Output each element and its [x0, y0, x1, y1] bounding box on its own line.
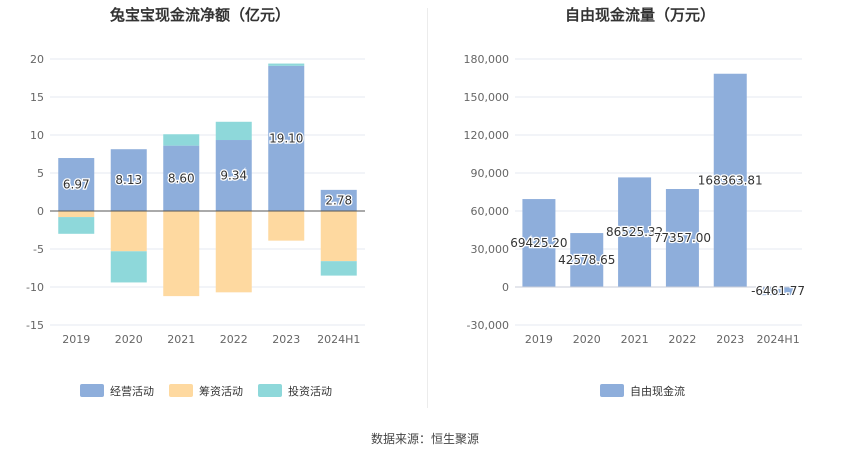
chart-title: 自由现金流量（万元） [565, 6, 715, 24]
y-tick-label: -5 [33, 243, 44, 256]
x-tick-label: 2019 [62, 333, 90, 346]
data-label: 69425.20 [510, 236, 567, 250]
bar [713, 73, 747, 288]
bar [215, 121, 252, 141]
x-tick-label: 2023 [272, 333, 300, 346]
y-tick-label: 0 [37, 205, 44, 218]
data-label: 77357.00 [654, 231, 711, 245]
bar [320, 261, 357, 276]
y-tick-label: -15 [26, 319, 44, 332]
y-tick-label: 5 [37, 167, 44, 180]
data-label: 8.60 [168, 171, 195, 185]
y-tick-label: -10 [26, 281, 44, 294]
data-label: 2.78 [325, 193, 352, 207]
x-tick-label: 2023 [716, 333, 744, 346]
bar [163, 145, 200, 211]
bar [761, 287, 795, 296]
y-tick-label: 150,000 [464, 91, 510, 104]
legend-swatch [169, 384, 193, 397]
legend-swatch [258, 384, 282, 397]
bar [268, 211, 305, 241]
y-tick-label: 15 [30, 91, 44, 104]
bar [215, 211, 252, 293]
bar [58, 211, 95, 218]
bar [268, 65, 305, 211]
data-label: 42578.65 [558, 253, 615, 267]
data-label: 19.10 [269, 131, 303, 145]
x-tick-label: 2022 [668, 333, 696, 346]
x-tick-label: 2024H1 [317, 333, 360, 346]
bar [58, 158, 95, 211]
bar [320, 211, 357, 262]
y-tick-label: 180,000 [464, 53, 510, 66]
x-tick-label: 2024H1 [756, 333, 799, 346]
x-tick-label: 2021 [167, 333, 195, 346]
x-tick-label: 2019 [525, 333, 553, 346]
bar [163, 134, 200, 146]
y-tick-label: 60,000 [471, 205, 510, 218]
x-tick-label: 2020 [115, 333, 143, 346]
data-label: 8.13 [115, 173, 142, 187]
y-tick-label: 120,000 [464, 129, 510, 142]
bar [665, 189, 699, 287]
y-tick-label: -30,000 [467, 319, 509, 332]
legend-label: 筹资活动 [199, 384, 243, 398]
data-label: 86525.32 [606, 225, 663, 239]
y-tick-label: 10 [30, 129, 44, 142]
bar [268, 63, 305, 66]
y-tick-label: 20 [30, 53, 44, 66]
chart-title: 兔宝宝现金流净额（亿元） [109, 6, 290, 24]
bar [570, 233, 604, 287]
bar [110, 211, 147, 252]
bar [110, 149, 147, 211]
x-tick-label: 2022 [220, 333, 248, 346]
data-label: 9.34 [220, 169, 247, 183]
bar [110, 251, 147, 283]
legend-label: 自由现金流 [630, 384, 685, 398]
bar [522, 199, 556, 287]
bar [215, 140, 252, 211]
data-label: 6.97 [63, 178, 90, 192]
data-source-note: 数据来源：恒生聚源 [370, 432, 479, 446]
x-tick-label: 2020 [573, 333, 601, 346]
legend-swatch [600, 384, 624, 397]
bar [163, 211, 200, 297]
data-label: -6461.77 [751, 284, 805, 298]
bar [618, 177, 652, 287]
chart-divider [427, 8, 428, 408]
x-tick-label: 2021 [621, 333, 649, 346]
bar [58, 217, 95, 234]
bar [320, 189, 357, 211]
legend-swatch [80, 384, 104, 397]
legend-label: 经营活动 [110, 384, 154, 398]
legend-label: 投资活动 [288, 384, 332, 398]
y-tick-label: 0 [502, 281, 509, 294]
y-tick-label: 30,000 [471, 243, 510, 256]
y-tick-label: 90,000 [471, 167, 510, 180]
data-label: 168363.81 [698, 173, 763, 187]
